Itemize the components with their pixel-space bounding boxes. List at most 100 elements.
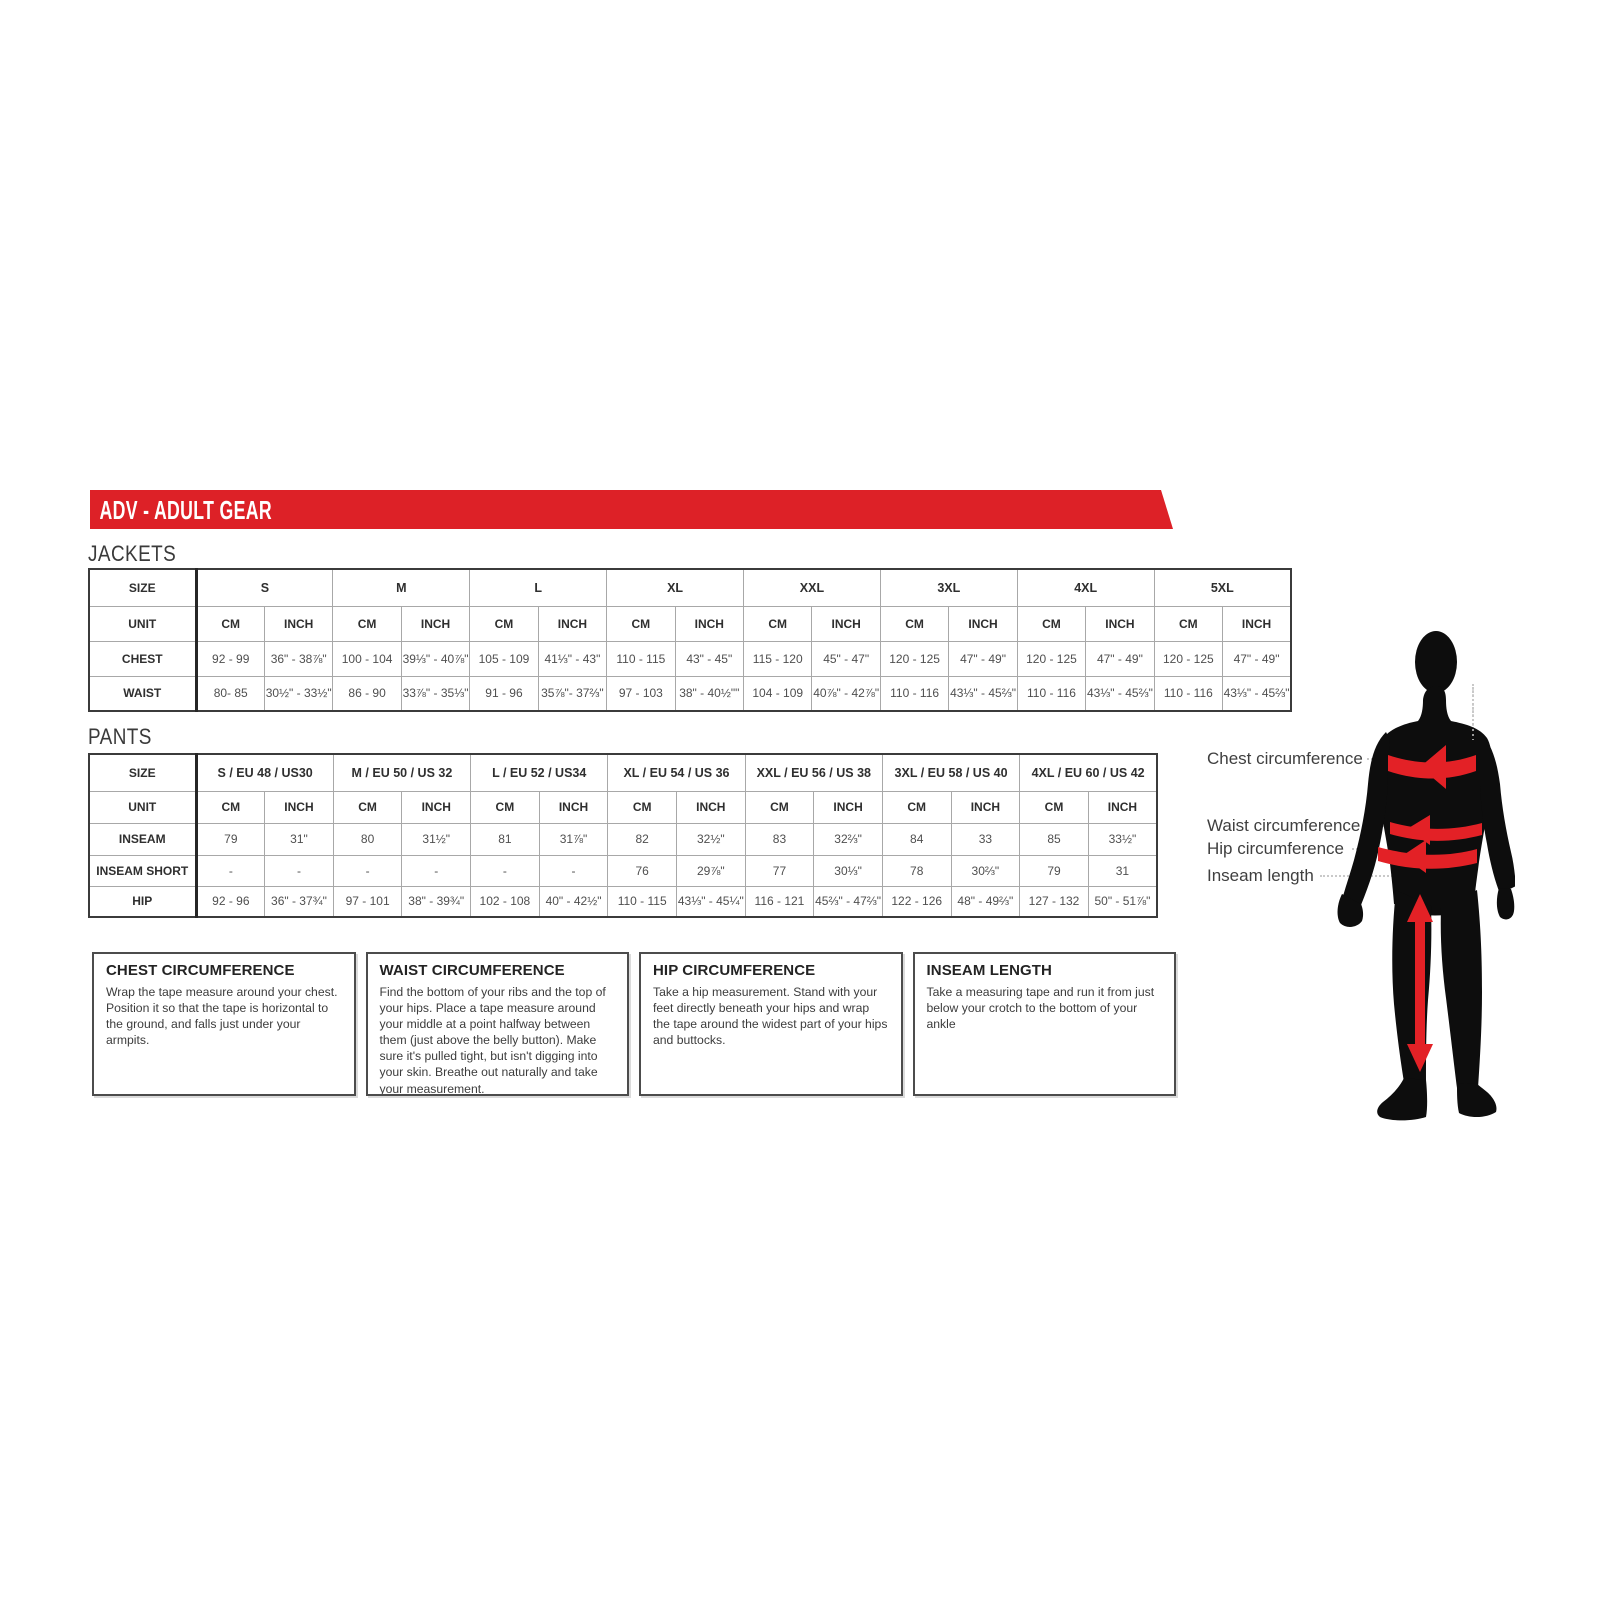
value-cell: 82 [607,822,677,856]
hip-instruction-title: HIP CIRCUMFERENCE [653,962,816,979]
pants-size-table: SIZE S / EU 48 / US30 M / EU 50 / US 32 L /… [88,753,1158,918]
unit-header: CM [881,790,952,824]
unit-header: INCH [537,605,608,642]
size-column-header: S [195,568,334,607]
size-column-header: 5XL [1153,568,1292,607]
size-column-header: XXL / EU 56 / US 38 [744,753,883,792]
value-cell: 48" - 49⅔" [950,885,1021,918]
unit-header: INCH [948,605,1018,642]
value-cell: 110 - 115 [606,640,676,677]
jackets-section-label: JACKETS [88,541,177,566]
value-cell: 47" - 49" [1222,640,1292,677]
inseam-measure-arrow [1407,894,1433,1072]
size-column-header: XL / EU 54 / US 36 [607,753,746,792]
value-cell: 50" - 51⅞" [1087,885,1158,918]
row-label: INSEAM SHORT [88,854,198,887]
pants-section-label: PANTS [88,724,152,749]
unit-header: CM [1019,790,1089,824]
value-cell: 110 - 116 [879,675,950,712]
waist-circumference-label: Waist circumference [1207,816,1361,835]
unit-header: INCH [1085,605,1155,642]
value-cell: 105 - 109 [469,640,539,677]
value-cell: 43⅓" - 45¼" [675,885,746,918]
unit-header: CM [606,605,676,642]
value-cell: 30½" - 33½" [263,675,334,712]
size-column-header: M [332,568,471,607]
value-cell: 33 [950,822,1021,856]
inseam-instruction-title: INSEAM LENGTH [926,962,1052,979]
value-cell: 43⅓" - 45⅔" [948,675,1018,712]
unit-header: INCH [538,790,609,824]
row-label: WAIST [88,675,198,712]
unit-header: CM [470,790,540,824]
value-cell: 91 - 96 [469,675,539,712]
chest-instruction-box: CHEST CIRCUMFERENCE Wrap the tape measur… [92,952,356,1096]
unit-header: INCH [950,790,1021,824]
value-cell: 85 [1019,822,1089,856]
unit-header: INCH [813,790,883,824]
unit-header: INCH [1222,605,1292,642]
unit-header: INCH [675,790,746,824]
unit-corner-label: UNIT [88,790,198,824]
unit-header: CM [332,790,403,824]
body-measurement-figure [1337,631,1515,1121]
value-cell: 43⅓" - 45⅔" [1222,675,1292,712]
row-label: HIP [88,885,198,918]
unit-header: INCH [400,605,471,642]
value-cell: 80 [332,822,403,856]
inseam-instruction-body: Take a measuring tape and run it from ju… [926,985,1155,1032]
value-cell: 116 - 121 [744,885,815,918]
jackets-size-table: SIZE S M L XL XXL 3XL 4XL 5XL UNIT CM INCH CM INCH CM I… [88,568,1292,712]
size-column-header: 4XL / EU 60 / US 42 [1019,753,1158,792]
hip-instruction-body: Take a hip measurement. Stand with your … [653,985,888,1048]
value-cell: 102 - 108 [470,885,540,918]
value-cell: 29⅞" [675,854,746,887]
size-corner-label: SIZE [88,753,198,792]
value-cell: 122 - 126 [881,885,952,918]
unit-header: INCH [811,605,881,642]
value-cell: 45" - 47" [811,640,881,677]
size-column-header: L [469,568,608,607]
inseam-length-label: Inseam length [1207,866,1314,885]
unit-header: CM [1153,605,1224,642]
value-cell: 40⅞" - 42⅞" [811,675,881,712]
unit-header: CM [607,790,677,824]
hip-measure-arrow [1378,840,1477,873]
chest-circumference-label: Chest circumference [1207,749,1363,768]
unit-header: INCH [674,605,745,642]
unit-header: INCH [1087,790,1158,824]
value-cell: 31 [1087,854,1158,887]
unit-header: INCH [401,790,472,824]
value-cell: 32⅔" [813,822,883,856]
unit-header: CM [742,605,813,642]
value-cell: - [401,854,472,887]
page-title: ADV - ADULT GEAR [99,494,272,525]
value-cell: 47" - 49" [1085,640,1155,677]
value-cell: 76 [607,854,677,887]
value-cell: 81 [470,822,540,856]
size-column-header: 4XL [1016,568,1155,607]
value-cell: 35⅞"- 37⅔" [537,675,608,712]
chest-instruction-body: Wrap the tape measure around your chest.… [106,985,338,1048]
waist-instruction-body: Find the bottom of your ribs and the top… [379,985,606,1096]
value-cell: 100 - 104 [332,640,402,677]
value-cell: 43⅓" - 45⅔" [1085,675,1155,712]
value-cell: 120 - 125 [879,640,950,677]
value-cell: 40" - 42½" [538,885,609,918]
value-cell: 47" - 49" [948,640,1018,677]
value-cell: 80- 85 [195,675,265,712]
unit-header: CM [469,605,539,642]
value-cell: - [538,854,609,887]
chest-instruction-title: CHEST CIRCUMFERENCE [106,962,295,979]
inseam-instruction-box: INSEAM LENGTH Take a measuring tape and … [912,952,1176,1096]
value-cell: 33⅞" - 35⅓" [400,675,471,712]
value-cell: 32½" [675,822,746,856]
unit-header: CM [332,605,402,642]
value-cell: 31½" [401,822,472,856]
title-banner: ADV - ADULT GEAR [90,490,1173,529]
hip-circumference-label: Hip circumference [1207,839,1344,858]
value-cell: 77 [744,854,815,887]
value-cell: 31⅞" [538,822,609,856]
size-column-header: S / EU 48 / US30 [195,753,334,792]
